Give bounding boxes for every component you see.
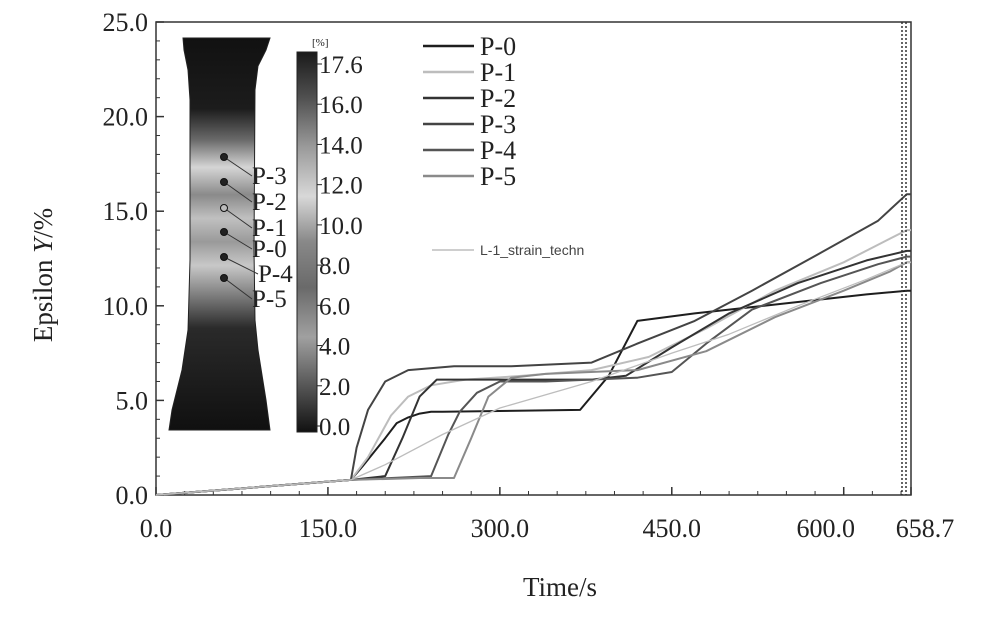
colorbar: [296, 51, 318, 433]
y-tick-label: 10.0: [103, 292, 149, 321]
specimen-inset: [168, 37, 271, 431]
measurement-point-marker: [220, 253, 228, 261]
specimen-shape: [168, 37, 271, 431]
y-tick-label: 20.0: [103, 103, 149, 132]
measurement-point-marker: [220, 274, 228, 282]
measurement-point-label: P-0: [252, 236, 287, 263]
plot-frame: [155, 21, 912, 496]
colorbar-tick-label: 16.0: [319, 92, 363, 119]
series-line-p-5: [155, 261, 911, 496]
measurement-point-label: P-3: [252, 163, 287, 190]
measurement-point-label: P-5: [252, 286, 287, 313]
x-axis-label: Time/s: [523, 572, 597, 602]
legend-label: P-0: [480, 32, 516, 61]
x-tick-label: 0.0: [140, 514, 173, 543]
colorbar-tick-label: 0.0: [319, 414, 350, 441]
legend-label: L-1_strain_techn: [480, 242, 584, 258]
y-axis-label: Epsilon Y/%: [28, 208, 58, 342]
colorbar-ticks: 17.6 16.0 14.0 12.0 10.0 8.0 6.0 4.0 2.0 0.0: [317, 52, 363, 441]
colorbar-unit: [%]: [312, 37, 329, 49]
colorbar-tick-label: 4.0: [319, 334, 350, 361]
colorbar-tick-label: 6.0: [319, 293, 350, 320]
series-line-l-1-strain-techn: [155, 261, 911, 496]
y-tick-label: 5.0: [116, 386, 149, 415]
point-leader: [223, 231, 253, 250]
point-leader: [223, 277, 253, 300]
point-leader: [223, 256, 259, 275]
colorbar-tick-label: 14.0: [319, 132, 363, 159]
colorbar-tick-label: 8.0: [319, 253, 350, 280]
point-leader: [223, 181, 253, 203]
measurement-point-marker: [220, 153, 228, 161]
series-line-p-2: [155, 249, 911, 496]
legend-label: P-1: [480, 58, 516, 87]
legend-label: P-5: [480, 162, 516, 191]
legend-label: P-4: [480, 136, 516, 165]
series-line-p-0: [155, 289, 911, 496]
legend-label: P-3: [480, 110, 516, 139]
x-tick-label: 150.0: [299, 514, 358, 543]
measurement-point-label: P-1: [252, 215, 287, 242]
series-line-p-3: [155, 193, 911, 496]
x-tick-label: 600.0: [796, 514, 855, 543]
colorbar-tick-label: 12.0: [319, 173, 363, 200]
y-tick-label: 15.0: [103, 197, 149, 226]
series-line-p-4: [155, 255, 911, 496]
point-leader: [223, 156, 253, 177]
legend-label: P-2: [480, 84, 516, 113]
measurement-point-marker: [220, 228, 228, 236]
measurement-point-label: P-2: [252, 189, 287, 216]
x-tick-label: 658.7: [896, 514, 955, 543]
colorbar-tick-label: 2.0: [319, 374, 350, 401]
measurement-point-marker: [220, 178, 228, 186]
point-leader: [223, 207, 253, 229]
x-tick-label: 300.0: [471, 514, 530, 543]
axis-ticks: 0.0 150.0 300.0 450.0 600.0 658.7 0.0 5.0 10.0 15…: [103, 8, 955, 543]
series-layer: [155, 193, 911, 496]
measurement-point-label: P-4: [258, 261, 293, 288]
measurement-points: P-3P-2P-1P-0P-4P-5: [220, 153, 293, 313]
x-tick-label: 450.0: [643, 514, 702, 543]
measurement-point-marker: [220, 204, 228, 212]
legend: P-0P-1P-2P-3P-4P-5 L-1_strain_techn: [423, 32, 584, 258]
colorbar-tick-label: 10.0: [319, 213, 363, 240]
y-tick-label: 0.0: [116, 481, 149, 510]
colorbar-tick-label: 17.6: [319, 52, 363, 79]
y-tick-label: 25.0: [103, 8, 149, 37]
